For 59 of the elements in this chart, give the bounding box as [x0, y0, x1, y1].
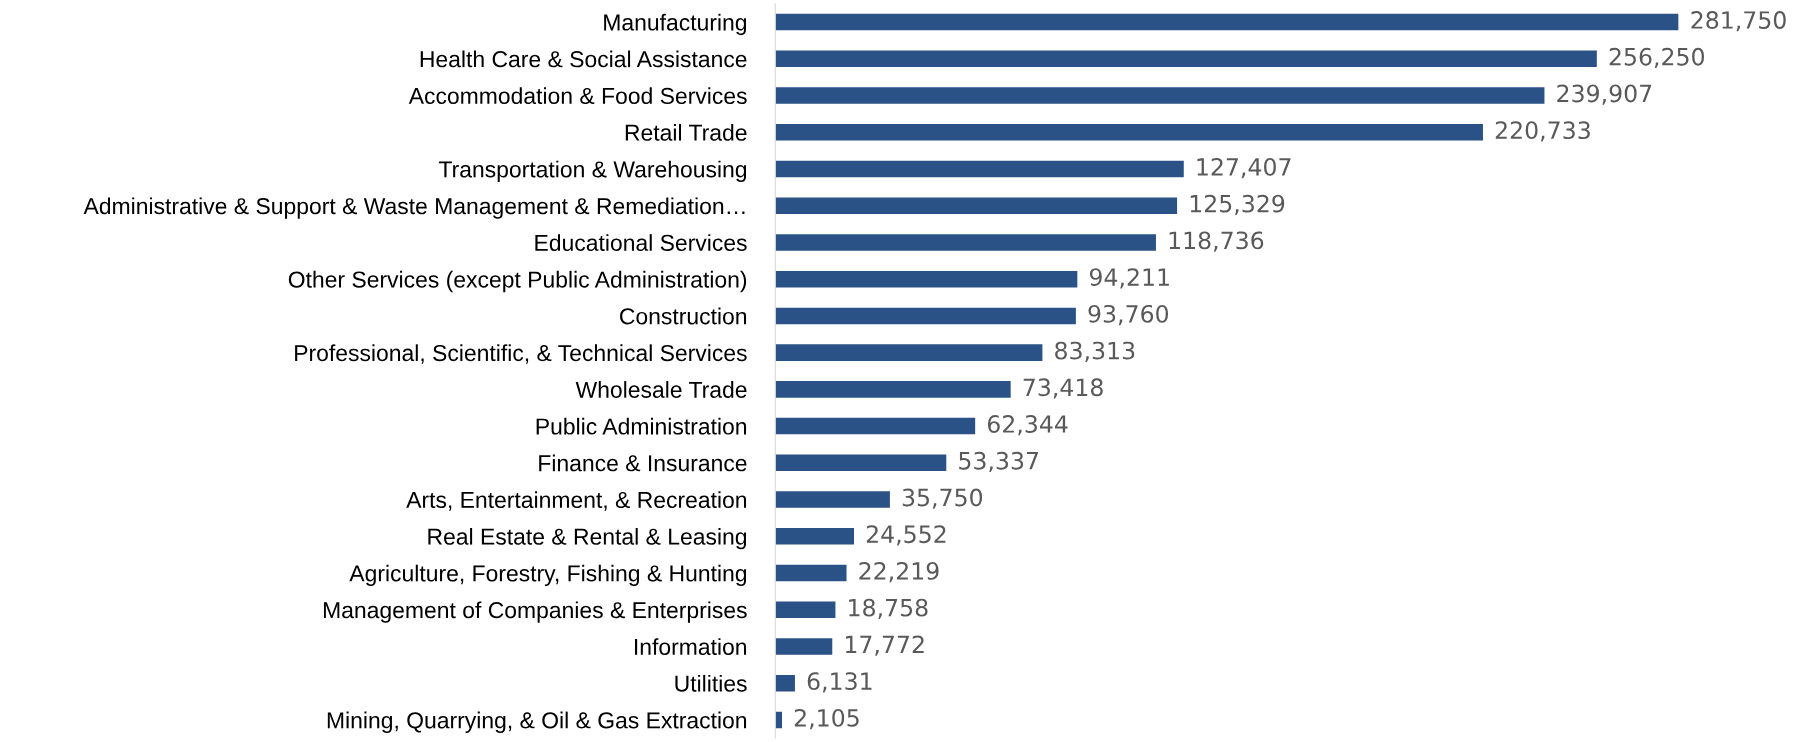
- data-label: 83,313: [1055, 341, 1135, 362]
- data-label: 22,219: [859, 562, 939, 583]
- data-label: 125,329: [1190, 194, 1285, 215]
- bar: [775, 124, 1483, 141]
- y-tick-label: Professional, Scientific, & Technical Services: [295, 344, 747, 364]
- data-label: 24,552: [866, 525, 946, 546]
- data-label: 281,750: [1691, 11, 1786, 32]
- bar: [775, 344, 1043, 361]
- bar: [775, 674, 795, 692]
- data-label: 220,733: [1495, 121, 1590, 142]
- data-label: 18,758: [849, 598, 928, 619]
- data-label: 93,760: [1088, 304, 1169, 326]
- data-label: 94,211: [1089, 268, 1169, 289]
- y-tick-label: Management of Companies & Enterprises: [323, 601, 747, 623]
- bar: [775, 528, 854, 545]
- data-label: 256,250: [1609, 47, 1705, 69]
- y-tick-label: Mining, Quarrying, & Oil & Gas Extraction: [327, 711, 747, 733]
- bar: [775, 638, 833, 655]
- bar: [775, 270, 1078, 288]
- bar: [775, 13, 1679, 31]
- data-label: 118,736: [1169, 231, 1264, 252]
- y-tick-label: Public Administration: [536, 417, 747, 435]
- y-tick-label: Retail Trade: [625, 123, 747, 141]
- y-tick-label: Information: [635, 638, 747, 655]
- bar: [775, 160, 1184, 178]
- y-tick-label: Manufacturing: [604, 13, 747, 36]
- data-label: 53,337: [959, 451, 1038, 473]
- bar: [775, 454, 947, 472]
- y-tick-label: Real Estate & Rental & Leasing: [428, 527, 747, 550]
- y-tick-label: Transportation & Warehousing: [438, 160, 747, 183]
- bar: [775, 197, 1178, 214]
- bar: [775, 381, 1011, 398]
- data-label: 239,907: [1557, 84, 1652, 105]
- bar: [775, 417, 976, 435]
- data-label: 6,131: [807, 672, 872, 693]
- y-tick-label: Finance & Insurance: [539, 454, 747, 472]
- bar: [775, 234, 1156, 251]
- bar: [775, 564, 847, 582]
- data-label: 127,407: [1197, 157, 1291, 179]
- y-tick-label: Wholesale Trade: [575, 381, 747, 398]
- bar: [775, 87, 1545, 104]
- y-tick-label: Health Care & Social Assistance: [420, 50, 747, 68]
- y-tick-label: Arts, Entertainment, & Recreation: [406, 491, 747, 511]
- y-tick-label: Agriculture, Forestry, Fishing & Hunting: [349, 564, 747, 587]
- data-label: 35,750: [902, 488, 983, 509]
- data-label: 2,105: [794, 708, 859, 730]
- y-tick-label: Construction: [620, 307, 747, 325]
- y-tick-label: Administrative & Support & Waste Management & Remediation…: [83, 197, 745, 219]
- y-tick-label: Other Services (except Public Administration): [288, 270, 747, 293]
- y-tick-label: Utilities: [675, 674, 747, 692]
- bar: [775, 307, 1076, 325]
- bar: [775, 491, 890, 508]
- bar: [775, 601, 836, 618]
- data-label: 62,344: [987, 415, 1068, 436]
- bar: [775, 50, 1597, 68]
- y-tick-label: Accommodation & Food Services: [408, 87, 747, 105]
- data-label: 73,418: [1023, 378, 1103, 399]
- y-tick-label: Educational Services: [535, 234, 747, 251]
- data-label: 17,772: [845, 635, 924, 656]
